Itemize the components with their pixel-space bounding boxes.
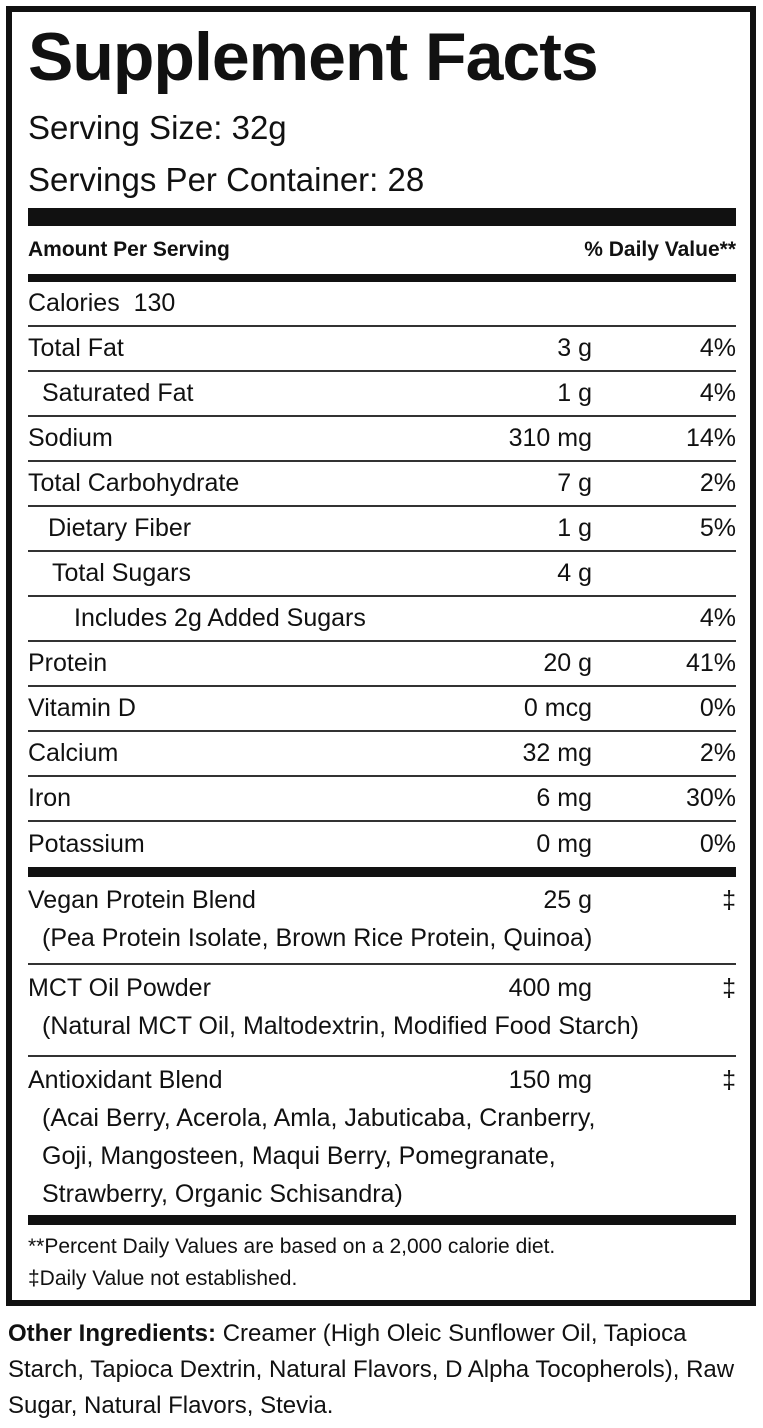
nutrient-amount: 0 mcg <box>523 694 592 722</box>
footnote: ‡Daily Value not established. <box>28 1267 298 1290</box>
nutrient-row: Saturated Fat 1 g 4% <box>28 372 736 417</box>
nutrient-name: Includes 2g Added Sugars <box>74 604 366 632</box>
nutrient-daily-value: 2% <box>699 739 736 767</box>
nutrient-row: Calories 130 <box>28 282 736 327</box>
footnotes: **Percent Daily Values are based on a 2,… <box>28 1225 736 1295</box>
nutrient-daily-value: 0% <box>699 694 736 722</box>
nutrient-amount: 32 mg <box>522 739 592 767</box>
nutrient-row: Total Fat 3 g 4% <box>28 327 736 372</box>
nutrient-row: Iron 6 mg 30% <box>28 777 736 822</box>
nutrient-daily-value: 2% <box>699 469 736 497</box>
other-ingredients-label: Other Ingredients: <box>8 1320 217 1347</box>
blend-row: Vegan Protein Blend 25 g ‡ <box>28 881 736 919</box>
nutrient-row: Dietary Fiber 1 g 5% <box>28 507 736 552</box>
nutrient-name: Potassium <box>28 830 145 858</box>
nutrient-amount: 130 <box>133 289 176 317</box>
nutrient-daily-value: 30% <box>685 784 736 812</box>
nutrient-amount: 0 mg <box>536 830 592 858</box>
blend-name: Antioxidant Blend <box>28 1065 223 1094</box>
blend-row: Antioxidant Blend 150 mg ‡ <box>28 1061 736 1099</box>
nutrient-row: Calcium 32 mg 2% <box>28 732 736 777</box>
blend-ingredients: Goji, Mangosteen, Maqui Berry, Pomegrana… <box>42 1142 556 1170</box>
nutrient-amount: 20 g <box>543 649 592 677</box>
blend-name: MCT Oil Powder <box>28 973 211 1002</box>
footnote: **Percent Daily Values are based on a 2,… <box>28 1235 556 1258</box>
blend-ingredients: (Natural MCT Oil, Maltodextrin, Modified… <box>42 1012 639 1040</box>
nutrient-row: Total Carbohydrate 7 g 2% <box>28 462 736 507</box>
blend-ingredients: Strawberry, Organic Schisandra) <box>42 1180 403 1208</box>
divider <box>28 208 736 226</box>
blend-amount: 25 g <box>543 885 592 914</box>
blend-daily-value: ‡ <box>722 973 736 1002</box>
nutrient-name: Calories 130 <box>28 289 736 318</box>
supplement-facts-panel: Supplement Facts Serving Size: 32g Servi… <box>6 6 756 1306</box>
blend-amount: 150 mg <box>508 1065 592 1094</box>
nutrient-row: Sodium 310 mg 14% <box>28 417 736 462</box>
column-header: % Daily Value** <box>584 238 736 261</box>
nutrient-name: Total Sugars <box>52 559 191 587</box>
blend-row: MCT Oil Powder 400 mg ‡ <box>28 969 736 1007</box>
other-ingredients: Other Ingredients: Creamer (High Oleic S… <box>8 1316 753 1424</box>
nutrient-name: Iron <box>28 784 72 812</box>
nutrient-row: Potassium 0 mg 0% <box>28 822 736 867</box>
nutrient-daily-value: 5% <box>699 514 736 542</box>
other-ingredients-text: Creamer (High Oleic Sunflower Oil, Tapio… <box>8 1320 735 1419</box>
nutrient-name: Protein <box>28 649 108 677</box>
blend-ingredients: (Pea Protein Isolate, Brown Rice Protein… <box>42 924 593 952</box>
nutrient-name: Saturated Fat <box>42 379 194 407</box>
servings-per-container: Servings Per Container: 28 <box>28 161 425 198</box>
nutrient-row: Vitamin D 0 mcg 0% <box>28 687 736 732</box>
nutrient-row: Includes 2g Added Sugars 4% <box>28 597 736 642</box>
nutrient-daily-value: 4% <box>699 379 736 407</box>
nutrient-rows: Calories 130 Total Fat 3 g 4% Saturated Fat 1… <box>28 282 736 867</box>
nutrient-daily-value: 41% <box>685 649 736 677</box>
nutrient-amount: 6 mg <box>536 784 592 812</box>
nutrient-name: Calcium <box>28 739 119 767</box>
column-header-row: Amount Per Serving % Daily Value** <box>28 226 736 274</box>
nutrient-daily-value: 14% <box>685 424 736 452</box>
nutrient-daily-value: 4% <box>699 604 736 632</box>
divider <box>28 274 736 282</box>
nutrient-amount: 3 g <box>557 334 592 362</box>
nutrient-amount: 4 g <box>557 559 592 587</box>
blend: Vegan Protein Blend 25 g ‡ (Pea Protein Iso… <box>28 877 736 965</box>
nutrient-name: Dietary Fiber <box>48 514 192 542</box>
nutrient-name: Calories <box>28 289 120 317</box>
nutrient-amount: 1 g <box>557 514 592 542</box>
nutrient-amount: 7 g <box>557 469 592 497</box>
nutrient-name: Total Carbohydrate <box>28 469 240 497</box>
blend-amount: 400 mg <box>508 973 592 1002</box>
blend-ingredients: (Acai Berry, Acerola, Amla, Jabuticaba, … <box>42 1104 596 1132</box>
blend-name: Vegan Protein Blend <box>28 885 256 914</box>
nutrient-daily-value: 4% <box>699 334 736 362</box>
nutrient-name: Sodium <box>28 424 113 452</box>
nutrient-amount: 1 g <box>557 379 592 407</box>
nutrient-name: Total Fat <box>28 334 124 362</box>
blend-rows: Vegan Protein Blend 25 g ‡ (Pea Protein Iso… <box>28 877 736 1215</box>
title: Supplement Facts <box>28 19 599 95</box>
divider <box>28 867 736 877</box>
nutrient-row: Protein 20 g 41% <box>28 642 736 687</box>
serving-size: Serving Size: 32g <box>28 109 287 146</box>
blend: MCT Oil Powder 400 mg ‡ (Natural MCT Oil, M… <box>28 965 736 1057</box>
blend-daily-value: ‡ <box>722 1065 736 1094</box>
nutrient-row: Total Sugars 4 g <box>28 552 736 597</box>
divider <box>28 1215 736 1225</box>
nutrient-daily-value: 0% <box>699 830 736 858</box>
blend-daily-value: ‡ <box>722 885 736 914</box>
nutrient-amount: 310 mg <box>508 424 592 452</box>
nutrient-name: Vitamin D <box>28 694 136 722</box>
column-header: Amount Per Serving <box>28 238 230 261</box>
blend: Antioxidant Blend 150 mg ‡ (Acai Berry, Ace… <box>28 1057 736 1215</box>
